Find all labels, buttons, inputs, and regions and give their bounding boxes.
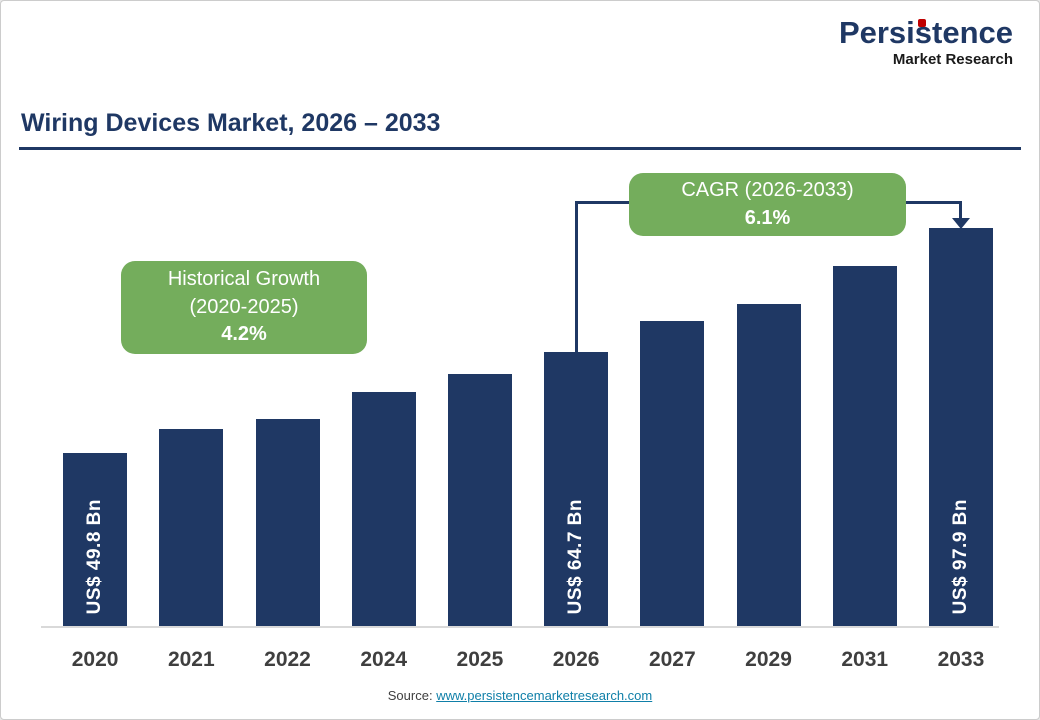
bar-column-2020: US$ 49.8 Bn 2020 [47,206,143,671]
bar-chart: US$ 49.8 Bn 2020 2021 2022 2024 2025 US$ 64.7 … [47,206,1009,671]
bar-column-2022: 2022 [239,206,335,671]
title-divider [19,147,1021,150]
historical-growth-line1: Historical Growth [167,268,321,291]
x-axis-label: 2027 [648,648,696,671]
bar-column-2024: 2024 [336,206,432,671]
source-link[interactable]: www.persistencemarketresearch.com [436,688,653,703]
bar-column-2027: 2027 [624,206,720,671]
bar-2027 [640,321,705,626]
bar-value-label: US$ 97.9 Bn [949,498,971,614]
bar-column-2031: 2031 [817,206,913,671]
bar-2026: US$ 64.7 Bn [544,352,609,626]
source-line: Source: www.persistencemarketresearch.co… [1,688,1039,703]
logo-red-dot [917,19,926,27]
bar-2025 [447,374,512,626]
x-axis-label: 2022 [264,648,311,671]
source-label: Source: [387,688,433,703]
bar-value-label: US$ 49.8 Bn [84,498,106,614]
x-axis-label: 2029 [745,648,792,671]
cagr-callout: CAGR (2026-2033) 6.1% [629,173,906,236]
historical-growth-line2: (2020-2025) [189,295,299,318]
x-axis-label: 2021 [167,648,215,671]
brand-logo: Persistence Market Research [838,15,1013,68]
bar-2029 [736,304,801,626]
bar-2021 [159,429,224,626]
bar-column-2026: US$ 64.7 Bn 2026 [528,206,624,671]
historical-growth-callout: Historical Growth (2020-2025) 4.2% [121,261,367,354]
bar-2024 [351,392,416,626]
connector-line-left-vertical [575,201,578,352]
bar-value-label: US$ 64.7 Bn [565,498,587,614]
connector-line-right-horizontal [906,201,962,204]
bar-2033: US$ 97.9 Bn [928,228,993,626]
bar-2020: US$ 49.8 Bn [63,453,128,626]
logo-subtitle: Market Research [892,50,1013,68]
cagr-line1: CAGR (2026-2033) [681,178,854,201]
x-axis-label: 2031 [841,648,889,671]
x-axis-label: 2033 [937,648,985,671]
bar-2031 [832,266,897,626]
bar-column-2029: 2029 [720,206,816,671]
bar-column-2033: US$ 97.9 Bn 2033 [913,206,1009,671]
chart-baseline [41,626,999,628]
x-axis-label: 2020 [71,648,119,671]
historical-growth-value: 4.2% [221,323,267,346]
x-axis-label: 2025 [456,648,504,671]
connector-line-left-horizontal [576,201,629,204]
connector-arrow-down-icon [952,218,970,229]
bar-2022 [255,419,320,626]
bar-column-2025: 2025 [432,206,528,671]
page-title: Wiring Devices Market, 2026 – 2033 [21,109,441,137]
x-axis-label: 2024 [360,648,408,671]
bar-column-2021: 2021 [143,206,239,671]
x-axis-label: 2026 [552,648,600,671]
cagr-value: 6.1% [744,206,791,229]
logo-wordmark: Persistence [838,15,1013,50]
connector-line-right-vertical [959,201,962,219]
